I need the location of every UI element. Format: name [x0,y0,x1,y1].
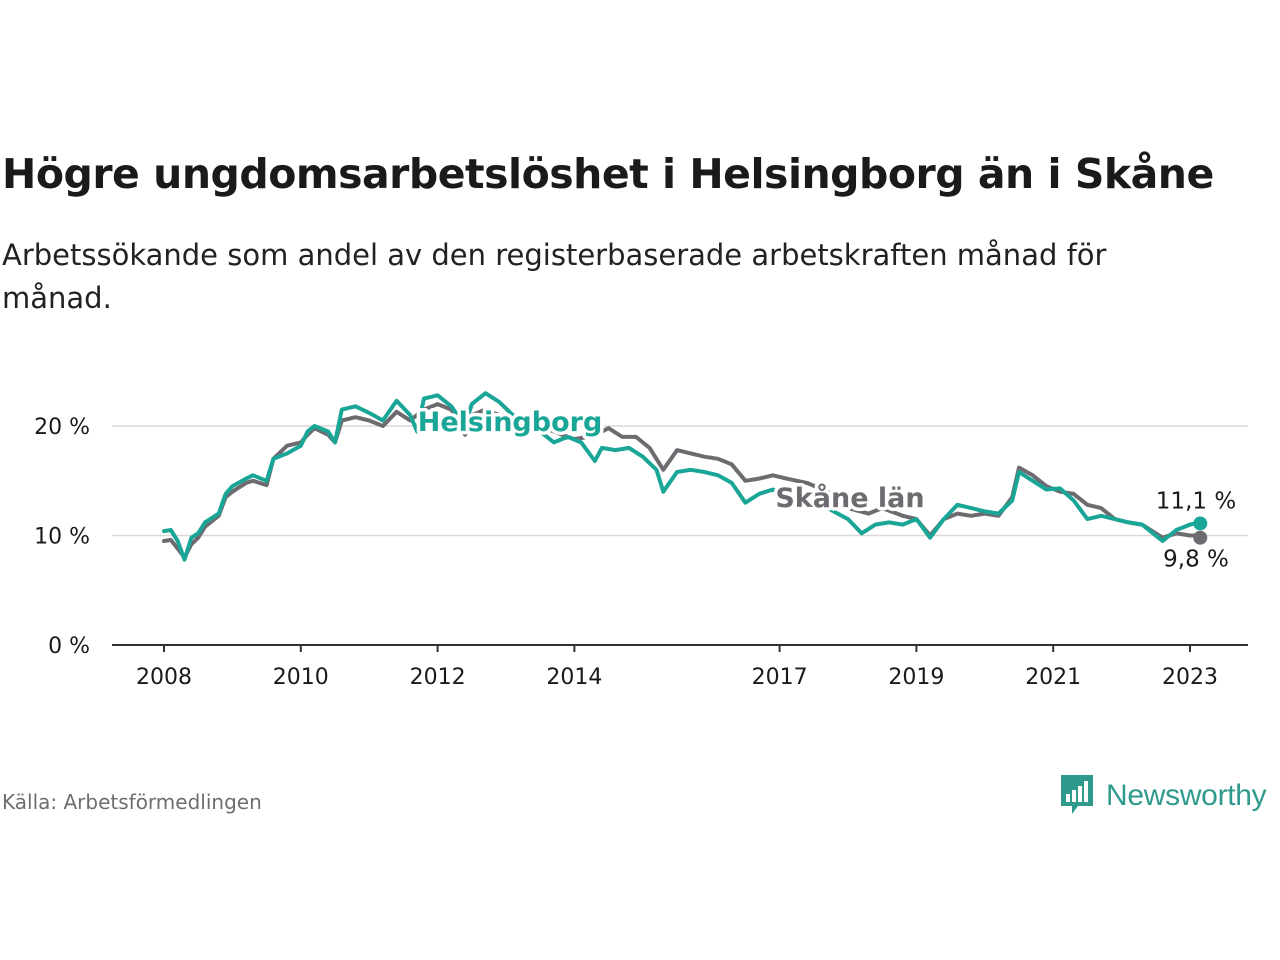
y-tick-label: 0 % [48,634,90,659]
newsworthy-logo: Newsworthy [1058,772,1267,820]
x-tick-label: 2010 [273,665,329,690]
source-note: Källa: Arbetsförmedlingen [2,790,262,814]
line-chart: 0 % 10 % 20 % 2008 2010 2012 2014 2017 2019 2021 2… [34,391,1248,690]
series-line-helsingborg [162,391,1206,562]
axis-layer: 0 % 10 % 20 % 2008 2010 2012 2014 2017 2019 2021 2… [34,415,1248,690]
x-tick-label: 2008 [136,665,192,690]
series-label-skane: Skåne län [775,482,924,514]
series-line-sk-ne-l-n [162,402,1206,560]
x-tick-label: 2017 [752,665,808,690]
end-value-label-skane: 9,8 % [1163,547,1229,573]
x-tick-label: 2014 [546,665,602,690]
end-point-marker [1193,530,1208,545]
chart-subtitle: Arbetssökande som andel av den registerb… [2,238,1107,315]
end-point-marker [1193,516,1208,531]
x-tick-label: 2021 [1025,665,1081,690]
y-tick-label: 20 % [34,415,90,440]
grid-layer [112,425,1248,537]
x-tick-label: 2019 [888,665,944,690]
label-layer: Helsingborg Skåne län 11,1 % 9,8 % [414,404,1238,576]
chart-title: Högre ungdomsarbetslöshet i Helsingborg … [2,150,1214,198]
line-layer [162,391,1208,562]
series-label-helsingborg: Helsingborg [418,407,603,438]
y-tick-label: 10 % [34,525,90,550]
x-tick-label: 2012 [410,665,466,690]
brand-name: Newsworthy [1106,779,1267,812]
end-value-label-helsingborg: 11,1 % [1156,488,1236,514]
x-tick-label: 2023 [1162,665,1218,690]
bar-chart-icon [1058,772,1096,820]
